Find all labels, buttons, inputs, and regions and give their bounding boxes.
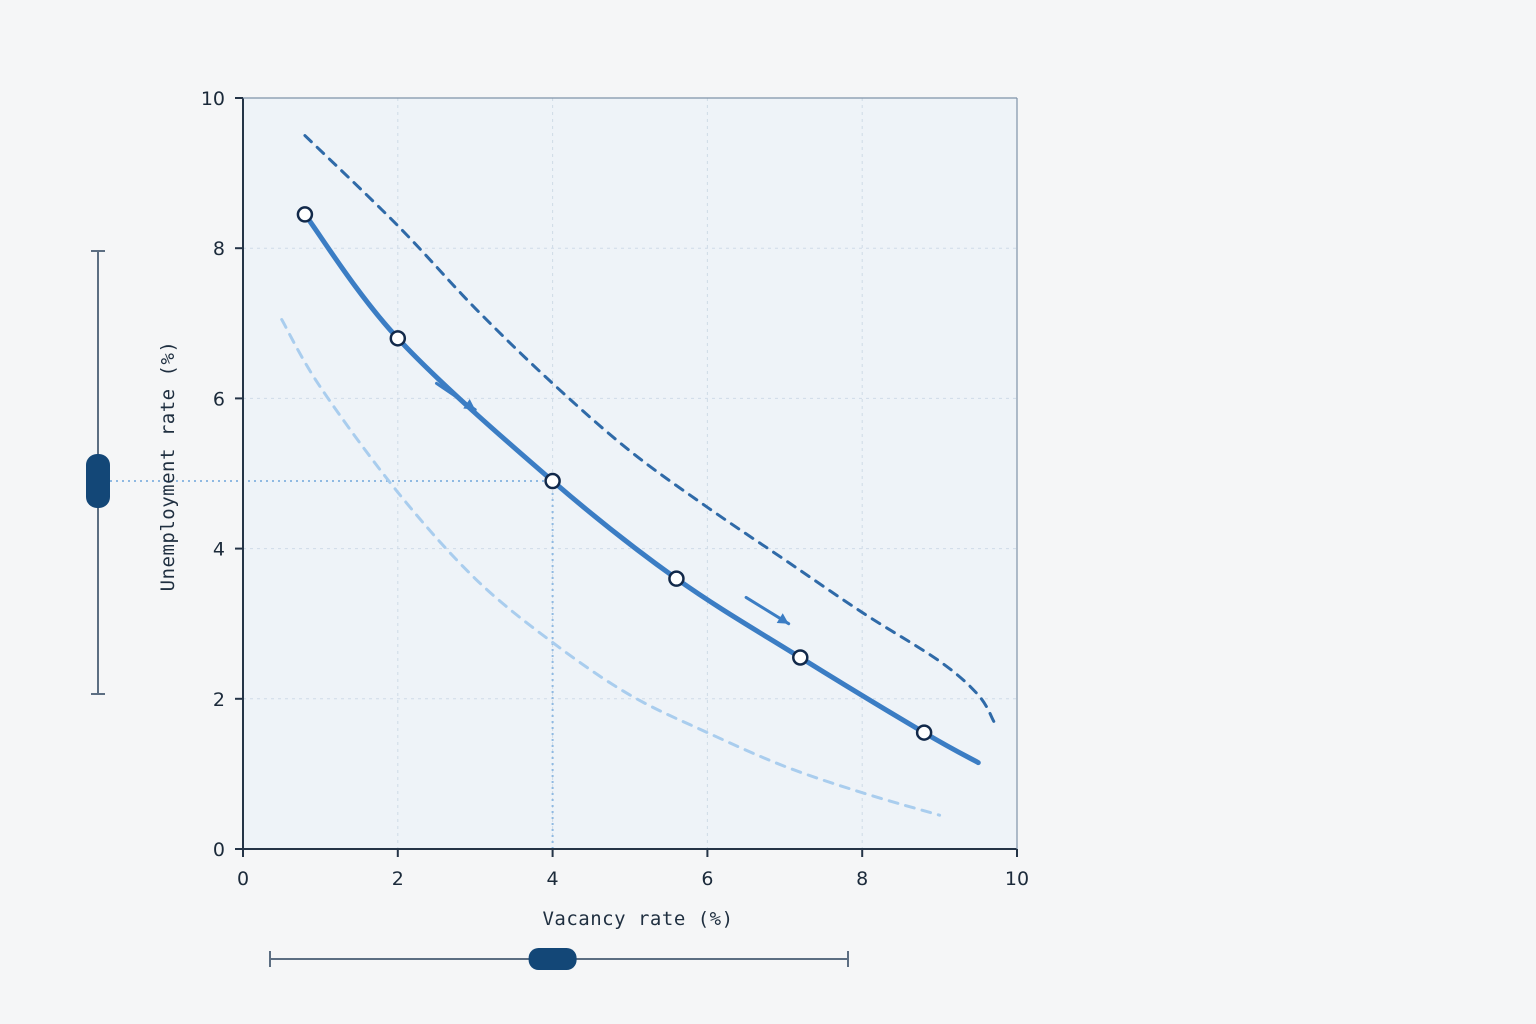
- y-tick-label: 6: [213, 388, 225, 410]
- data-point-marker: [389, 330, 407, 347]
- vacancy-rate-slider[interactable]: [269, 948, 849, 970]
- y-axis-title: Unemployment rate (%): [157, 341, 179, 592]
- vacancy-slider-thumb[interactable]: [528, 948, 577, 970]
- unemployment-slider-thumb[interactable]: [86, 454, 110, 509]
- x-tick-label: 0: [237, 868, 249, 890]
- selection-guides: [98, 480, 554, 849]
- plot-area: [243, 98, 1017, 849]
- series-lower-dashed-curve: [280, 318, 942, 817]
- direction-arrows: [435, 381, 791, 626]
- x-tick-label: 8: [856, 868, 868, 890]
- x-tick-label: 10: [1005, 868, 1029, 890]
- y-tick-label: 8: [213, 238, 225, 260]
- series-upper-dashed-curve: [303, 134, 996, 723]
- axes: [242, 97, 1018, 850]
- y-tick-label: 0: [213, 839, 225, 861]
- tick-labels: 0 2 4 6 8 10 0 2 4 6 8 10: [201, 88, 1029, 890]
- x-tick-label: 4: [547, 868, 559, 890]
- y-tick-label: 10: [201, 88, 225, 110]
- data-point-marker: [668, 570, 685, 587]
- direction-arrow-head: [463, 398, 476, 410]
- grid-lines: [243, 98, 1017, 849]
- y-tick-label: 4: [213, 539, 225, 561]
- data-markers: [296, 206, 933, 741]
- y-tick-label: 2: [213, 689, 225, 711]
- unemployment-rate-slider[interactable]: [86, 250, 110, 695]
- x-tick-label: 6: [701, 868, 713, 890]
- data-point-marker: [544, 472, 561, 490]
- data-point-marker: [915, 724, 933, 741]
- x-axis-title: Vacancy rate (%): [542, 908, 733, 930]
- data-point-marker: [792, 649, 809, 666]
- data-point-marker: [296, 206, 314, 223]
- direction-arrow-head: [776, 613, 789, 624]
- x-tick-label: 2: [392, 868, 404, 890]
